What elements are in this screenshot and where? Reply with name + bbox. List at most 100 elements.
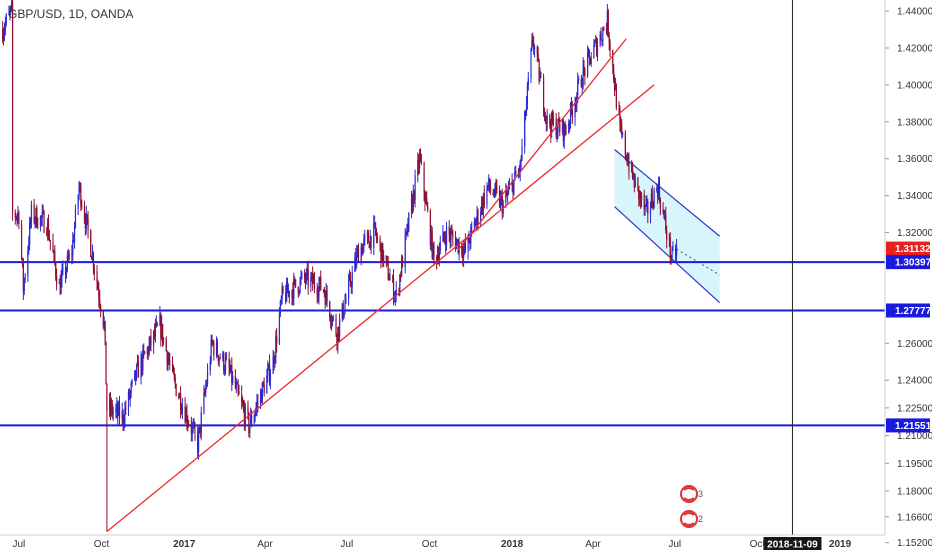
candle-body <box>168 358 170 362</box>
candle-body <box>414 175 416 200</box>
candle-body <box>330 317 332 323</box>
candle-body <box>247 405 249 415</box>
candle-body <box>494 184 496 196</box>
candle-body <box>457 239 459 253</box>
candle-body <box>261 382 263 403</box>
candle-body <box>312 273 314 284</box>
candle-body <box>147 348 149 355</box>
candle-body <box>276 336 278 344</box>
candle-body <box>381 243 383 263</box>
candle-body <box>393 297 396 300</box>
candle-body <box>243 408 245 425</box>
candle-body <box>140 356 142 378</box>
candle-body <box>427 205 429 211</box>
candle-body <box>78 185 80 196</box>
candle-body <box>601 39 603 41</box>
candle-body <box>505 192 507 203</box>
candle-body <box>386 259 388 263</box>
candle-body <box>146 348 148 355</box>
candle-body <box>331 317 334 323</box>
candle-body <box>433 243 435 258</box>
candle-body <box>148 344 150 355</box>
candle-body <box>475 220 477 226</box>
candle-body <box>671 249 673 259</box>
candle-body <box>412 190 414 210</box>
candle-body <box>481 200 484 211</box>
candle-body <box>93 268 95 272</box>
candle-body <box>256 402 258 408</box>
candle-body <box>91 253 94 260</box>
candle-body <box>231 365 233 383</box>
candle-body <box>218 357 220 362</box>
candle-body <box>83 206 86 220</box>
candle-body <box>199 424 201 433</box>
candle-body <box>197 431 200 453</box>
candle-body <box>640 192 642 201</box>
candle-body <box>614 84 617 91</box>
candle-body <box>542 77 545 112</box>
candle-body <box>262 382 264 385</box>
candle-body <box>180 410 183 412</box>
candle-body <box>30 204 33 222</box>
candle-body <box>645 203 647 206</box>
candle-body <box>36 208 38 227</box>
candle-body <box>18 212 20 224</box>
candle-body <box>640 194 643 201</box>
candle-body <box>190 424 192 434</box>
candle-body <box>67 255 69 259</box>
candle-body <box>367 233 369 243</box>
candle-body <box>669 237 671 257</box>
candle-body <box>506 192 508 196</box>
y-tick-label: 1.22500 <box>897 403 932 414</box>
candle-body <box>58 283 60 284</box>
candle-body <box>527 78 529 86</box>
candle-body <box>517 170 520 176</box>
candle-body <box>564 123 566 132</box>
candle-body <box>329 301 331 318</box>
candle-body <box>197 432 199 453</box>
candle-body <box>467 235 469 251</box>
candle-body <box>545 115 547 123</box>
candle-body <box>512 181 514 195</box>
candle-body <box>237 383 239 391</box>
candle-body <box>382 243 384 264</box>
candle-body <box>646 201 648 204</box>
candle-body <box>250 415 253 424</box>
candle-body <box>179 393 182 411</box>
candle-body <box>613 66 615 81</box>
candle-body <box>474 221 476 226</box>
candle-body <box>622 133 624 135</box>
candle-body <box>449 234 451 241</box>
candle-body <box>112 411 114 415</box>
candle-body <box>385 255 387 260</box>
candle-body <box>392 276 394 278</box>
candle-body <box>53 251 55 253</box>
candle-body <box>400 274 402 277</box>
candle-body <box>531 40 533 49</box>
candle-body <box>66 255 68 270</box>
candle-body <box>325 290 327 305</box>
candle-body <box>549 115 551 126</box>
candle-body <box>191 426 193 434</box>
candle-body <box>473 221 475 227</box>
candle-body <box>194 424 196 433</box>
candle-body <box>165 338 167 352</box>
candle-body <box>445 239 447 246</box>
candle-body <box>455 241 458 249</box>
candle-body <box>224 370 226 372</box>
candle-body <box>448 226 450 235</box>
candle-body <box>16 215 18 218</box>
candle-body <box>3 29 6 35</box>
candle-body <box>559 124 561 132</box>
candle-body <box>519 161 521 173</box>
candle-body <box>609 42 611 51</box>
candle-body <box>273 357 275 364</box>
candle-body <box>388 279 390 281</box>
candle-body <box>356 252 358 265</box>
candle-body <box>115 409 117 412</box>
candle-body <box>430 230 432 246</box>
candle-body <box>48 238 51 240</box>
candle-body <box>410 198 413 213</box>
